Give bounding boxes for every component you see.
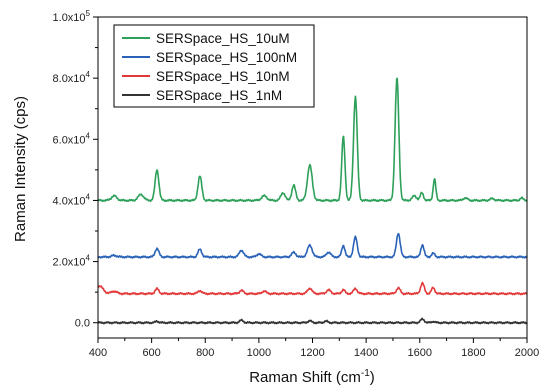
legend-label-serspace-hs-100nm: SERSpace_HS_100nM — [156, 50, 297, 65]
y-tick-label-100000: 1.0x105 — [53, 9, 91, 24]
x-axis-title: Raman Shift (cm-1) — [249, 368, 375, 386]
legend-label-serspace-hs-10um: SERSpace_HS_10uM — [156, 31, 290, 46]
series-line-serspace-hs-100nm — [97, 232, 528, 259]
x-tick-label-1800: 1800 — [461, 347, 485, 359]
x-tick-label-1400: 1400 — [354, 347, 378, 359]
x-tick-label-600: 600 — [142, 347, 160, 359]
series-line-serspace-hs-1nm — [97, 317, 528, 325]
series-line-serspace-hs-10nm — [97, 281, 528, 296]
x-tick-label-1000: 1000 — [247, 347, 271, 359]
y-tick-label-60000: 6.0x104 — [53, 131, 91, 146]
y-tick-label-40000: 4.0x104 — [53, 192, 91, 207]
legend-label-serspace-hs-1nm: SERSpace_HS_1nM — [156, 88, 282, 103]
x-tick-label-400: 400 — [89, 347, 107, 359]
ticks-layer: 400 600 800 1000 1200 1400 1600 1800 2000 0.0 2.0x… — [53, 9, 540, 359]
x-tick-label-1200: 1200 — [300, 347, 324, 359]
y-tick-label-20000: 2.0x104 — [53, 254, 91, 269]
legend: SERSpace_HS_10uM SERSpace_HS_100nM SERSpac… — [113, 24, 315, 108]
y-axis-title: Raman Intensity (cps) — [12, 96, 29, 242]
x-tick-label-2000: 2000 — [515, 347, 539, 359]
legend-label-serspace-hs-10nm: SERSpace_HS_10nM — [156, 69, 290, 84]
y-tick-label-80000: 8.0x104 — [53, 70, 91, 85]
x-tick-label-1600: 1600 — [408, 347, 432, 359]
series-layer — [97, 77, 528, 325]
x-tick-label-800: 800 — [196, 347, 214, 359]
y-tick-label-0: 0.0 — [75, 318, 90, 330]
series-line-serspace-hs-10um — [97, 77, 528, 203]
